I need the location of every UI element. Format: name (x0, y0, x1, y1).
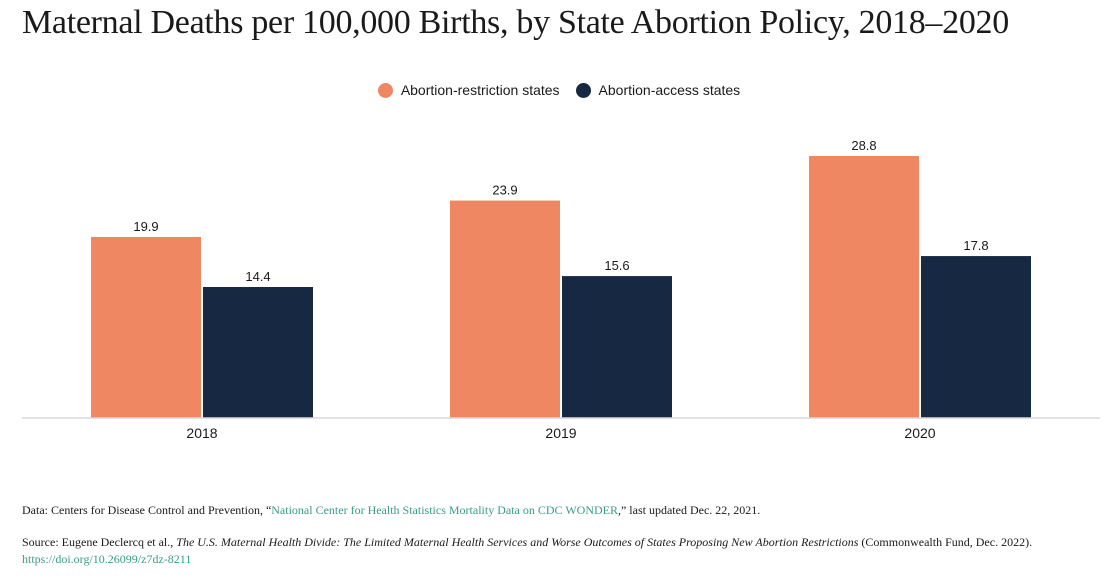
legend-label-restriction: Abortion-restriction states (400, 82, 560, 98)
legend-label-access: Abortion-access states (598, 82, 741, 98)
source-doi-link[interactable]: https://doi.org/10.26099/z7dz-8211 (22, 552, 192, 566)
data-note-prefix: Data: Centers for Disease Control and Pr… (22, 503, 272, 517)
bar-access-2020 (921, 256, 1031, 418)
source-note-prefix: Source: Eugene Declercq et al., (22, 535, 177, 549)
bar-access-2018 (203, 287, 313, 418)
bar-restriction-2019 (450, 200, 560, 418)
source-note-suffix: (Commonwealth Fund, Dec. 2022). (858, 535, 1033, 549)
source-title: The U.S. Maternal Health Divide: The Lim… (176, 535, 859, 549)
x-tick-label-2019: 2019 (545, 425, 576, 441)
bar-restriction-2018 (91, 236, 201, 418)
data-note-suffix: ,” last updated Dec. 22, 2021. (617, 503, 761, 517)
chart-title: Maternal Deaths per 100,000 Births, by S… (22, 4, 1009, 41)
data-label-restriction-2020: 28.8 (851, 138, 876, 153)
source-note: Source: Eugene Declercq et al., The U.S.… (22, 534, 1102, 568)
legend-item-restriction: Abortion-restriction states (377, 82, 560, 98)
x-tick-label-2020: 2020 (904, 425, 935, 441)
bar-access-2019 (562, 276, 672, 418)
legend-item-access: Abortion-access states (575, 82, 741, 98)
data-label-restriction-2018: 19.9 (133, 219, 158, 234)
bar-restriction-2020 (809, 156, 919, 418)
legend-swatch-access (575, 82, 591, 98)
legend: Abortion-restriction states Abortion-acc… (0, 80, 1118, 100)
data-label-access-2020: 17.8 (963, 238, 988, 253)
data-source-link[interactable]: National Center for Health Statistics Mo… (271, 503, 618, 517)
data-label-access-2018: 14.4 (245, 269, 270, 284)
bar-chart: 19.9 14.4 2018 23.9 15.6 2019 28.8 17.8 2020 (22, 138, 1100, 441)
data-label-access-2019: 15.6 (604, 258, 629, 273)
x-tick-label-2018: 2018 (186, 425, 217, 441)
legend-swatch-restriction (377, 82, 393, 98)
data-note: Data: Centers for Disease Control and Pr… (22, 502, 1102, 519)
data-label-restriction-2019: 23.9 (492, 183, 517, 198)
